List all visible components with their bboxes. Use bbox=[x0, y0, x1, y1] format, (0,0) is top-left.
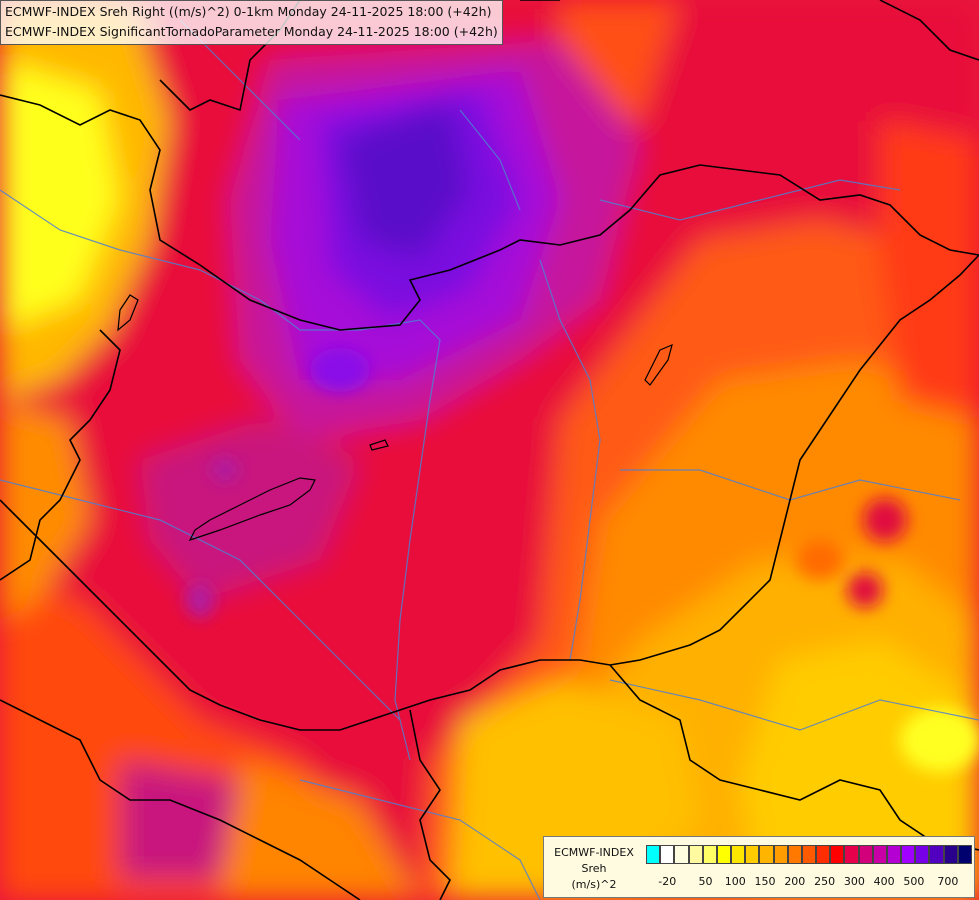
legend-swatch bbox=[943, 845, 958, 864]
legend-swatch bbox=[830, 845, 845, 864]
legend-tick-label: 400 bbox=[873, 875, 895, 888]
legend-swatch bbox=[716, 845, 732, 864]
legend-swatches bbox=[646, 845, 972, 864]
color-legend: ECMWF-INDEX Sreh (m/s)^2 -20 50 100 150 200 2… bbox=[543, 836, 975, 898]
legend-swatch bbox=[801, 845, 817, 864]
legend-swatch bbox=[660, 845, 675, 864]
legend-swatch bbox=[773, 845, 788, 864]
legend-ticks: -20 50 100 150 200 250 300 400 500 700 bbox=[646, 875, 972, 891]
legend-swatch bbox=[787, 845, 802, 864]
legend-swatch bbox=[858, 845, 873, 864]
legend-swatch bbox=[731, 845, 746, 864]
legend-swatch bbox=[957, 845, 972, 864]
legend-tick-label: 100 bbox=[724, 875, 746, 888]
legend-tick-label: 150 bbox=[754, 875, 776, 888]
legend-swatch bbox=[702, 845, 717, 864]
legend-tick-label: -20 bbox=[658, 875, 677, 888]
legend-swatch bbox=[929, 845, 944, 864]
legend-tick-label: 700 bbox=[937, 875, 959, 888]
map-title-box: ECMWF-INDEX Sreh Right ((m/s)^2) 0-1km M… bbox=[0, 0, 503, 45]
legend-tick-label: 250 bbox=[814, 875, 836, 888]
legend-tick-label: 300 bbox=[843, 875, 865, 888]
legend-swatch bbox=[759, 845, 774, 864]
legend-tick-label: 50 bbox=[698, 875, 713, 888]
legend-swatch bbox=[872, 845, 887, 864]
legend-tick-label: 500 bbox=[903, 875, 925, 888]
legend-swatch bbox=[646, 845, 661, 864]
legend-swatch bbox=[915, 845, 930, 864]
legend-label-line-2: Sreh bbox=[581, 862, 607, 875]
legend-swatch bbox=[901, 845, 916, 864]
title-line-1: ECMWF-INDEX Sreh Right ((m/s)^2) 0-1km M… bbox=[5, 4, 492, 19]
legend-swatch bbox=[844, 845, 859, 864]
legend-label: ECMWF-INDEX Sreh (m/s)^2 bbox=[548, 845, 640, 893]
legend-swatch bbox=[688, 845, 703, 864]
legend-label-line-3: (m/s)^2 bbox=[571, 878, 617, 891]
legend-label-line-1: ECMWF-INDEX bbox=[554, 846, 634, 859]
lakes bbox=[117, 294, 673, 542]
legend-tick-label: 200 bbox=[784, 875, 806, 888]
legend-swatch bbox=[816, 845, 831, 864]
sreh-hotspots bbox=[186, 348, 979, 772]
legend-swatch bbox=[745, 845, 760, 864]
title-line-2: ECMWF-INDEX SignificantTornadoParameter … bbox=[5, 24, 498, 39]
legend-swatch bbox=[674, 845, 689, 864]
legend-swatch bbox=[886, 845, 902, 864]
